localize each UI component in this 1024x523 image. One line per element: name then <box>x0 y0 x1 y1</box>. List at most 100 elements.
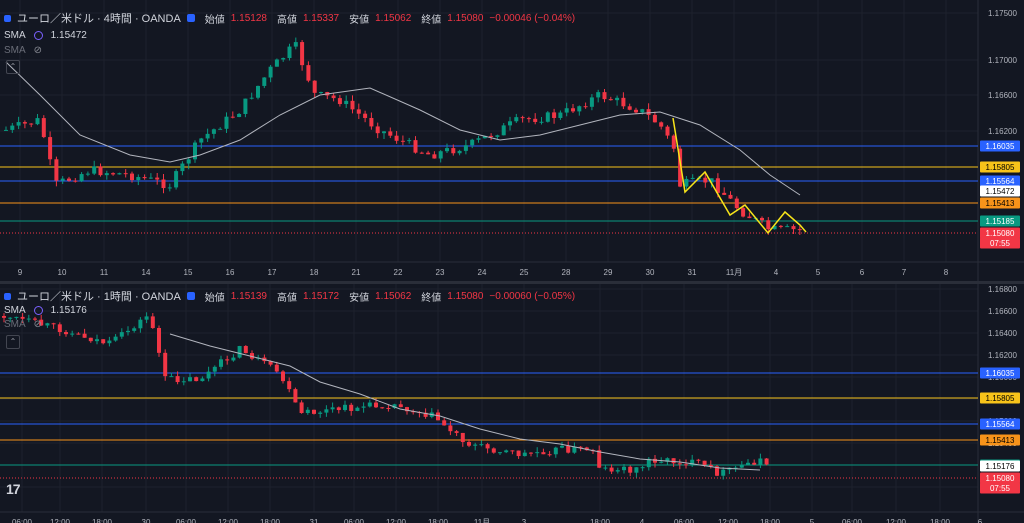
sma-indicator-legend[interactable]: SMA 1.15472 <box>4 30 87 41</box>
candle-body <box>73 180 78 182</box>
candle-body <box>188 377 192 382</box>
candle-body <box>733 467 738 469</box>
candle-body <box>564 108 569 113</box>
candle-body <box>708 464 713 467</box>
chart-pane-1h[interactable]: 1.168001.166001.164001.162001.160001.158… <box>0 284 1024 523</box>
time-axis-label: 5 <box>816 268 821 277</box>
candle-body <box>367 402 372 407</box>
candle-body <box>400 140 405 142</box>
candle-body <box>520 117 525 119</box>
candle-body <box>671 135 676 149</box>
symbol-title[interactable]: ユーロ／米ドル · 1時間 · OANDA <box>17 291 181 303</box>
candle-body <box>627 106 632 110</box>
ohlc-close-value: 1.15080 <box>447 290 484 302</box>
time-axis-label: 10 <box>58 268 67 277</box>
candle-body <box>659 461 664 463</box>
candle-body <box>419 152 424 154</box>
time-axis-label: 31 <box>688 268 697 277</box>
candle-body <box>640 467 645 469</box>
candle-body <box>690 177 695 179</box>
eye-hidden-icon[interactable]: ⊘ <box>33 45 43 56</box>
symbol-title[interactable]: ユーロ／米ドル · 4時間 · OANDA <box>17 13 181 25</box>
candle-body <box>82 333 87 338</box>
candle-body <box>665 126 670 136</box>
sma-settings-icon[interactable] <box>33 306 43 315</box>
time-axis-label: 06:00 <box>176 518 197 523</box>
candle-body <box>98 166 103 176</box>
candle-body <box>225 359 230 361</box>
ohlc-low-value: 1.15062 <box>375 290 412 302</box>
ohlc-open-value: 1.15139 <box>230 290 267 302</box>
sma-indicator-legend[interactable]: SMA 1.15176 <box>4 305 87 316</box>
candle-body <box>148 177 153 179</box>
candle-body <box>460 432 465 443</box>
symbol-flag-icon <box>4 292 11 300</box>
time-axis-label: 21 <box>352 268 361 277</box>
pane-separator[interactable] <box>0 281 1024 284</box>
price-tag <box>980 140 1020 152</box>
ohlc-high-label: 高値 <box>276 292 297 304</box>
sma2-indicator-legend[interactable]: SMA ⊘ <box>4 45 42 56</box>
price-axis-label: 1.16600 <box>988 307 1017 316</box>
candle-body <box>231 357 236 361</box>
collapse-legend-button[interactable]: ⌃ <box>6 60 20 74</box>
ohlc-change-value: −0.00060 (−0.05%) <box>489 290 576 302</box>
candle-body <box>88 337 93 342</box>
candle-body <box>388 131 393 136</box>
price-tag-label: 1.15080 <box>986 474 1015 483</box>
candle-body <box>41 118 46 138</box>
time-axis-label: 30 <box>142 518 151 523</box>
candle-body <box>394 135 399 141</box>
eye-hidden-icon[interactable]: ⊘ <box>33 319 43 330</box>
candle-body <box>138 319 143 329</box>
price-tag-label: 1.15176 <box>986 462 1015 471</box>
candle-body <box>312 409 316 414</box>
candle-body <box>457 150 462 154</box>
candle-body <box>510 450 515 452</box>
chart-canvas-1h[interactable]: 1.168001.166001.164001.162001.160001.158… <box>0 284 1024 523</box>
candle-body <box>174 171 179 188</box>
collapse-legend-button[interactable]: ⌃ <box>6 335 20 349</box>
market-status-icon <box>186 14 195 22</box>
candle-body <box>2 316 6 318</box>
candle-body <box>293 389 298 403</box>
time-axis-label: 6 <box>978 518 983 523</box>
chart-canvas-4h[interactable]: 1.17500 1.17000 1.16600 1.16200 1.16035 1.158… <box>0 0 1024 281</box>
candle-body <box>432 154 437 159</box>
candle-body <box>312 80 317 93</box>
candle-body <box>343 404 347 411</box>
ohlc-open-label: 始値 <box>204 14 225 26</box>
candle-body <box>281 58 286 60</box>
price-tag-label: 1.15413 <box>986 199 1015 208</box>
candle-body <box>608 99 613 101</box>
candle-body <box>155 177 160 180</box>
sma-settings-icon[interactable] <box>33 31 43 40</box>
time-axis-label: 12:00 <box>718 518 739 523</box>
candle-body <box>22 122 27 124</box>
candle-body <box>501 125 506 136</box>
sma-value: 1.15472 <box>50 30 87 41</box>
candle-body <box>498 452 502 454</box>
candle-body <box>398 404 403 408</box>
price-tag <box>980 215 1020 227</box>
time-axis-label: 4 <box>640 518 645 523</box>
sma2-indicator-legend[interactable]: SMA ⊘ <box>4 319 42 330</box>
candle-body <box>778 225 783 227</box>
ohlc-close-label: 終値 <box>421 292 442 304</box>
candle-body <box>438 151 443 159</box>
candle-body <box>584 447 589 451</box>
candle-body <box>386 407 391 409</box>
candle-body <box>659 122 664 127</box>
candle-body <box>678 148 683 187</box>
candle-body <box>111 173 116 175</box>
candle-body <box>20 316 25 319</box>
candle-body <box>684 464 688 466</box>
candle-body <box>380 407 385 409</box>
chart-pane-4h[interactable]: 1.17500 1.17000 1.16600 1.16200 1.16035 1.158… <box>0 0 1024 281</box>
candle-body <box>690 459 695 465</box>
candle-body <box>407 140 412 142</box>
time-axis-label: 18:00 <box>590 518 611 523</box>
time-axis-label: 06:00 <box>344 518 365 523</box>
candle-body <box>529 452 533 454</box>
time-axis-label: 06:00 <box>842 518 863 523</box>
